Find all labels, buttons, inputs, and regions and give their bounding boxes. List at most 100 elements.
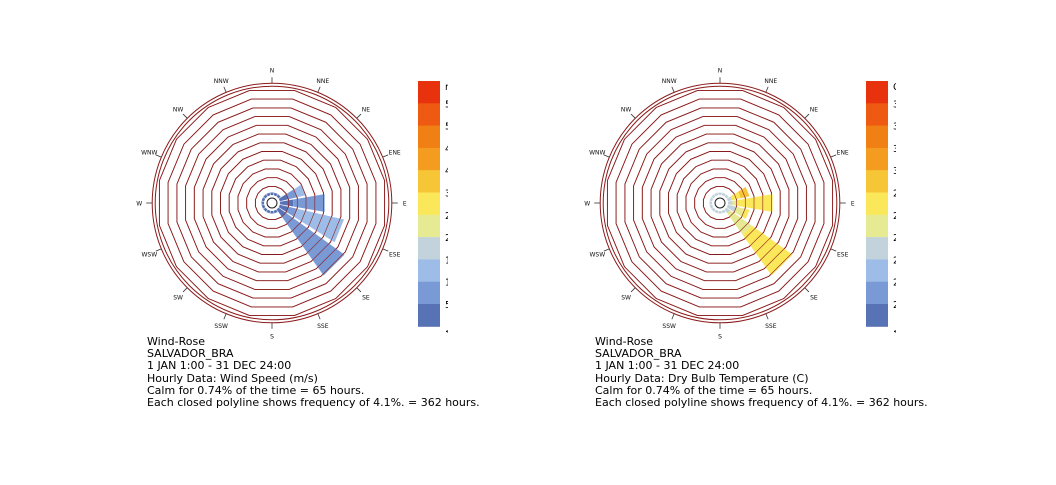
direction-label-sse: SSE — [765, 323, 777, 330]
frequency-polyline-overlay — [237, 168, 307, 238]
petal-segment-nne — [273, 192, 278, 197]
legend-label: 22.02 — [893, 278, 896, 289]
direction-tick — [630, 287, 636, 293]
petal-segment-w — [261, 201, 265, 205]
direction-tick — [603, 248, 610, 252]
caption-line: Hourly Data: Dry Bulb Temperature (C) — [595, 371, 809, 385]
petal-segment-wnw — [261, 197, 266, 202]
petal-segment-s — [718, 210, 722, 214]
petal-segment-w — [709, 201, 713, 205]
legend-swatch — [866, 103, 888, 127]
petal-segment-nnw — [266, 192, 271, 197]
caption-line: Each closed polyline shows frequency of … — [147, 396, 480, 410]
legend-swatch — [418, 214, 440, 238]
petal-segment-ese — [726, 204, 737, 212]
frequency-polyline-overlay — [641, 124, 799, 282]
frequency-polyline-overlay — [246, 177, 298, 229]
petal-segment-nw — [263, 194, 268, 199]
wind-rose-panel-wind-speed: NNNENEENEEESESESSESSSWSWWSWWWNWNWNNWm/s5… — [0, 0, 480, 485]
frequency-polyline-overlay — [650, 133, 790, 273]
caption-line: Each closed polyline shows frequency of … — [595, 396, 928, 410]
direction-tick — [182, 287, 188, 293]
wind-rose-panel-temperature: N NNE NE ENE E ESE SE SSE S SSW SW WSW W WNW NW NNW C 36.… — [448, 0, 928, 485]
petal-segment-e — [279, 199, 294, 207]
frequency-polyline-overlay — [633, 116, 807, 290]
caption-line: SALVADOR_BRA — [147, 347, 234, 361]
legend-swatch — [418, 103, 440, 127]
petal-segment-sw — [711, 207, 716, 212]
frequency-polyline-overlay — [255, 186, 289, 220]
direction-label-ese: ESE — [389, 251, 401, 258]
petal-segment-ene — [730, 191, 741, 201]
direction-label-ssw: SSW — [214, 323, 228, 330]
frequency-polyline-overlay — [159, 90, 385, 316]
caption-line: Hourly Data: Wind Speed (m/s) — [147, 371, 318, 385]
frequency-polyline-overlay — [703, 186, 737, 220]
petal-segment-se — [742, 225, 793, 276]
direction-label-ene: ENE — [837, 150, 849, 157]
petal-segment-nnw — [714, 192, 719, 197]
legend-swatch — [418, 81, 440, 104]
direction-label-nnw: NNW — [662, 78, 677, 85]
direction-label-nnw: NNW — [214, 78, 229, 85]
frequency-polyline-overlay — [185, 116, 359, 290]
petal-segment-sse — [721, 209, 726, 214]
legend-swatch — [866, 259, 888, 283]
petal-segment-e — [732, 200, 737, 206]
legend-label: 29.46 — [893, 189, 896, 200]
caption-line: Wind-Rose — [147, 335, 205, 348]
frequency-polyline-overlay — [220, 151, 324, 255]
frequency-polyline-overlay — [202, 133, 342, 273]
direction-tick — [765, 313, 769, 320]
petal-segment-nw — [711, 194, 716, 199]
frequency-polyline-overlay — [167, 98, 377, 308]
petal-segment-sse — [273, 209, 278, 214]
legend-label: 35.04 — [893, 122, 896, 133]
legend-label: 33.18 — [893, 144, 896, 155]
legend-label: 20.16 — [893, 300, 896, 311]
legend-label: 23.88 — [893, 255, 896, 266]
legend-unit: C — [893, 82, 896, 93]
direction-label-ssw: SSW — [662, 323, 676, 330]
direction-tick — [830, 154, 837, 158]
direction-label-wnw: WNW — [141, 150, 157, 157]
frequency-polyline-overlay — [228, 159, 316, 247]
caption-wind-speed: Wind-Rose SALVADOR_BRA 1 JAN 1:00 - 31 D… — [147, 335, 480, 410]
direction-tick — [830, 248, 837, 252]
petal-segment-ssw — [266, 209, 271, 214]
direction-tick — [223, 313, 227, 320]
legend-label: 27.60 — [893, 211, 896, 222]
direction-tick — [155, 154, 162, 158]
caption-temperature: Wind-Rose SALVADOR_BRA 1 JAN 1:00 - 31 D… — [595, 335, 928, 410]
petal-segment-nne — [721, 192, 726, 197]
petal-segment-wnw — [709, 197, 714, 202]
direction-tick — [603, 154, 610, 158]
petal-segment-n — [718, 192, 722, 196]
caption-line: Calm for 0.74% of the time = 65 hours. — [595, 383, 813, 397]
direction-label-nne: NNE — [764, 78, 777, 85]
legend-swatch — [418, 125, 440, 149]
direction-tick — [356, 287, 362, 293]
direction-label-sw: SW — [173, 294, 183, 301]
caption-line: Wind-Rose — [595, 335, 653, 348]
direction-tick — [671, 86, 675, 93]
petal-segment-wsw — [709, 204, 714, 209]
legend-swatch — [418, 192, 440, 216]
calm-circle — [266, 197, 278, 209]
direction-label-se: SE — [810, 294, 818, 301]
frequency-polyline-overlay — [668, 151, 772, 255]
direction-label-s: S — [270, 333, 274, 340]
direction-tick — [671, 313, 675, 320]
frequency-polyline-overlay — [615, 98, 825, 308]
direction-label-nne: NNE — [316, 78, 329, 85]
direction-label-se: SE — [362, 294, 370, 301]
legend-swatch — [866, 81, 888, 104]
frequency-polyline-overlay — [193, 124, 351, 282]
frequency-polyline-overlay — [176, 107, 368, 299]
legend-swatch — [866, 125, 888, 149]
legend-swatch — [866, 237, 888, 260]
legend-swatch — [418, 147, 440, 171]
direction-tick — [317, 86, 321, 93]
legend-label: 25.74 — [893, 233, 896, 244]
direction-tick — [804, 113, 810, 119]
